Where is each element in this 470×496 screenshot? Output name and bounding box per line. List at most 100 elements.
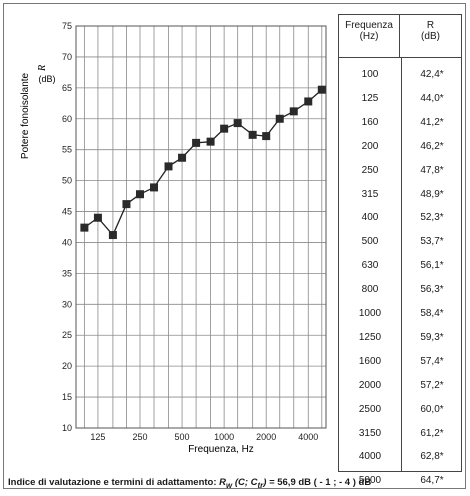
y-tick-label: 20 (62, 361, 72, 371)
header-frequency-line2: (Hz) (359, 31, 379, 42)
series-line (84, 89, 323, 237)
table-row: 1000 58,4* (339, 306, 463, 322)
data-point-marker (220, 124, 229, 133)
footer-label: Indice di valutazione e termini di adatt… (8, 477, 217, 488)
table-row: 630 56,1* (339, 258, 463, 274)
cell-frequency: 200 (361, 140, 379, 152)
cell-frequency: 125 (361, 92, 379, 104)
data-point-marker (93, 213, 102, 222)
table-row: 400 52,3* (339, 210, 463, 226)
cell-r-value: 52,3* (420, 212, 444, 224)
table-row: 4000 62,8* (339, 449, 463, 465)
table-row: 800 56,3* (339, 282, 463, 298)
table-row: 125 44,0* (339, 91, 463, 107)
cell-r-value: 48,9* (420, 188, 444, 200)
cell-r-value: 62,8* (420, 451, 444, 463)
cell-r-value: 64,7* (420, 475, 444, 487)
cell-frequency: 250 (361, 164, 379, 176)
cell-r-value: 59,3* (420, 331, 444, 343)
cell-frequency: 2500 (358, 403, 382, 415)
cell-frequency: 1250 (358, 331, 382, 343)
data-point-marker (122, 200, 131, 209)
y-tick-label: 35 (62, 268, 72, 278)
data-point-marker (248, 130, 257, 139)
cell-frequency: 160 (361, 116, 379, 128)
cell-r-value: 60,0* (420, 403, 444, 415)
header-r-line1: R (426, 20, 435, 31)
x-tick-label: 2000 (256, 432, 276, 442)
cell-r-value: 61,2* (420, 427, 444, 439)
y-tick-label: 40 (62, 237, 72, 247)
data-point-marker (178, 153, 187, 162)
header-frequency-line1: Frequenza (345, 20, 393, 31)
data-point-marker (135, 190, 144, 199)
data-point-marker (150, 183, 159, 192)
cell-r-value: 53,7* (420, 236, 444, 248)
table-row: 100 42,4* (339, 67, 463, 83)
table-row: 2500 60,0* (339, 402, 463, 418)
data-point-marker (317, 85, 326, 94)
table-row: 250 47,8* (339, 163, 463, 179)
table-row: 1600 57,4* (339, 354, 463, 370)
y-tick-label: 10 (62, 423, 72, 433)
y-tick-label: 65 (62, 83, 72, 93)
cell-r-value: 44,0* (420, 92, 444, 104)
x-tick-label: 1000 (214, 432, 234, 442)
table-row: 3150 61,2* (339, 426, 463, 442)
cell-r-value: 57,4* (420, 355, 444, 367)
plot-border (75, 25, 327, 429)
y-axis-unit: (dB) (38, 74, 55, 84)
cell-r-value: 56,1* (420, 260, 444, 272)
cell-frequency: 5000 (358, 475, 382, 487)
cell-frequency: 3150 (358, 427, 382, 439)
x-tick-labels: 125 250 500 1000 2000 4000 (90, 432, 318, 442)
figure-frame: 10 15 20 25 30 35 40 45 50 55 60 65 70 75 125 250 500 10… (3, 3, 466, 490)
x-tick-label: 500 (175, 432, 190, 442)
table-row: 2000 57,2* (339, 378, 463, 394)
data-point-marker (108, 231, 117, 240)
cell-frequency: 100 (361, 69, 379, 80)
table-header: Frequenza (Hz) R (dB) (339, 15, 461, 58)
y-tick-label: 70 (62, 52, 72, 62)
data-point-marker (262, 132, 271, 141)
y-tick-label: 60 (62, 114, 72, 124)
cell-r-value: 57,2* (420, 379, 444, 391)
cell-frequency: 400 (361, 212, 379, 224)
y-axis-symbol: R (37, 65, 48, 72)
data-point-marker (275, 114, 284, 123)
cell-r-value: 58,4* (420, 308, 444, 319)
table-row: 500 53,7* (339, 234, 463, 250)
header-r-line2: (dB) (421, 31, 440, 42)
header-r: R (dB) (400, 15, 461, 57)
table-row: 160 41,2* (339, 115, 463, 131)
y-tick-label: 55 (62, 145, 72, 155)
y-tick-label: 15 (62, 392, 72, 402)
cell-frequency: 4000 (358, 451, 382, 463)
footer-value: 56,9 dB (277, 477, 312, 488)
header-frequency: Frequenza (Hz) (339, 15, 401, 57)
table-row: 200 46,2* (339, 139, 463, 155)
y-tick-label: 45 (62, 207, 72, 217)
data-point-marker (304, 97, 313, 106)
rating-footer: Indice di valutazione e termini di adatt… (8, 477, 371, 490)
cell-r-value: 46,2* (420, 140, 444, 152)
y-tick-label: 30 (62, 299, 72, 309)
footer-terms: ( - 1 ; - 4 ) (313, 477, 356, 488)
y-tick-label: 50 (62, 176, 72, 186)
x-tick-label: 250 (132, 432, 147, 442)
cell-frequency: 1000 (358, 308, 382, 319)
cell-frequency: 315 (361, 188, 379, 200)
data-point-marker (206, 137, 215, 146)
y-tick-label: 75 (62, 21, 72, 31)
x-tick-label: 4000 (298, 432, 318, 442)
y-tick-label: 25 (62, 330, 72, 340)
cell-frequency: 630 (361, 260, 379, 272)
x-tick-label: 125 (90, 432, 105, 442)
table-row: 315 48,9* (339, 187, 463, 203)
cell-r-value: 41,2* (420, 116, 444, 128)
series-r (80, 85, 326, 240)
table-row: 5000 64,7* (339, 473, 463, 489)
chart: 10 15 20 25 30 35 40 45 50 55 60 65 70 75 125 250 500 10… (20, 21, 327, 455)
data-point-marker (289, 107, 298, 116)
data-point-marker (164, 162, 173, 171)
